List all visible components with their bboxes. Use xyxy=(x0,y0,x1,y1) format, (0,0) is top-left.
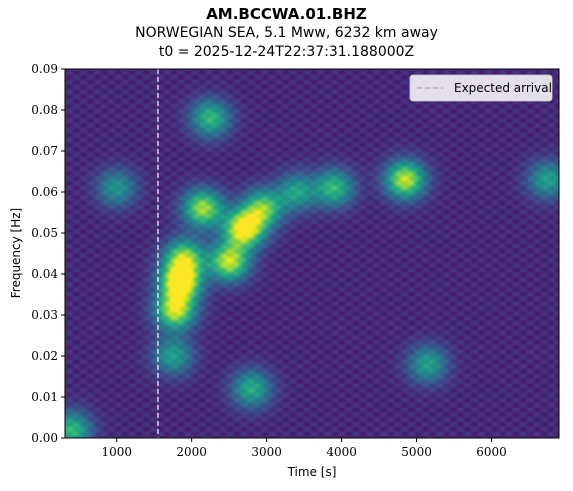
y-axis-title: Frequency [Hz] xyxy=(9,208,23,299)
y-tick-label: 0.01 xyxy=(31,390,58,404)
legend: Expected arrival xyxy=(409,74,553,102)
y-tick-label: 0.04 xyxy=(31,267,58,281)
x-tick-label: 2000 xyxy=(176,445,207,459)
chart-origin-time: t0 = 2025-12-24T22:37:31.188000Z xyxy=(158,44,415,60)
y-tick-label: 0.03 xyxy=(31,308,58,322)
legend-label: Expected arrival xyxy=(454,81,552,95)
y-tick-label: 0.00 xyxy=(31,431,58,445)
x-tick-label: 4000 xyxy=(326,445,357,459)
chart-title: AM.BCCWA.01.BHZ xyxy=(206,5,367,23)
x-axis: 1000 2000 3000 4000 5000 6000 xyxy=(101,438,507,459)
chart-subtitle: NORWEGIAN SEA, 5.1 Mww, 6232 km away xyxy=(135,25,438,41)
y-tick-label: 0.06 xyxy=(31,185,58,199)
plot-frame xyxy=(64,68,560,439)
spectrogram-heatmap xyxy=(65,69,559,438)
chart-title-block: AM.BCCWA.01.BHZ NORWEGIAN SEA, 5.1 Mww, … xyxy=(0,4,573,62)
legend-box xyxy=(409,74,553,102)
y-tick-label: 0.08 xyxy=(31,103,58,117)
y-tick-label: 0.05 xyxy=(31,226,58,240)
x-tick-label: 6000 xyxy=(476,445,507,459)
x-tick-label: 5000 xyxy=(401,445,432,459)
x-tick-label: 3000 xyxy=(251,445,282,459)
x-tick-label: 1000 xyxy=(101,445,132,459)
y-tick-label: 0.02 xyxy=(31,349,58,363)
y-axis: 0.00 0.01 0.02 0.03 0.04 0.05 0.06 0.07 0.08 0.09 xyxy=(31,62,65,445)
y-tick-label: 0.07 xyxy=(31,144,58,158)
x-axis-title: Time [s] xyxy=(287,465,337,479)
y-tick-label: 0.09 xyxy=(31,62,58,76)
